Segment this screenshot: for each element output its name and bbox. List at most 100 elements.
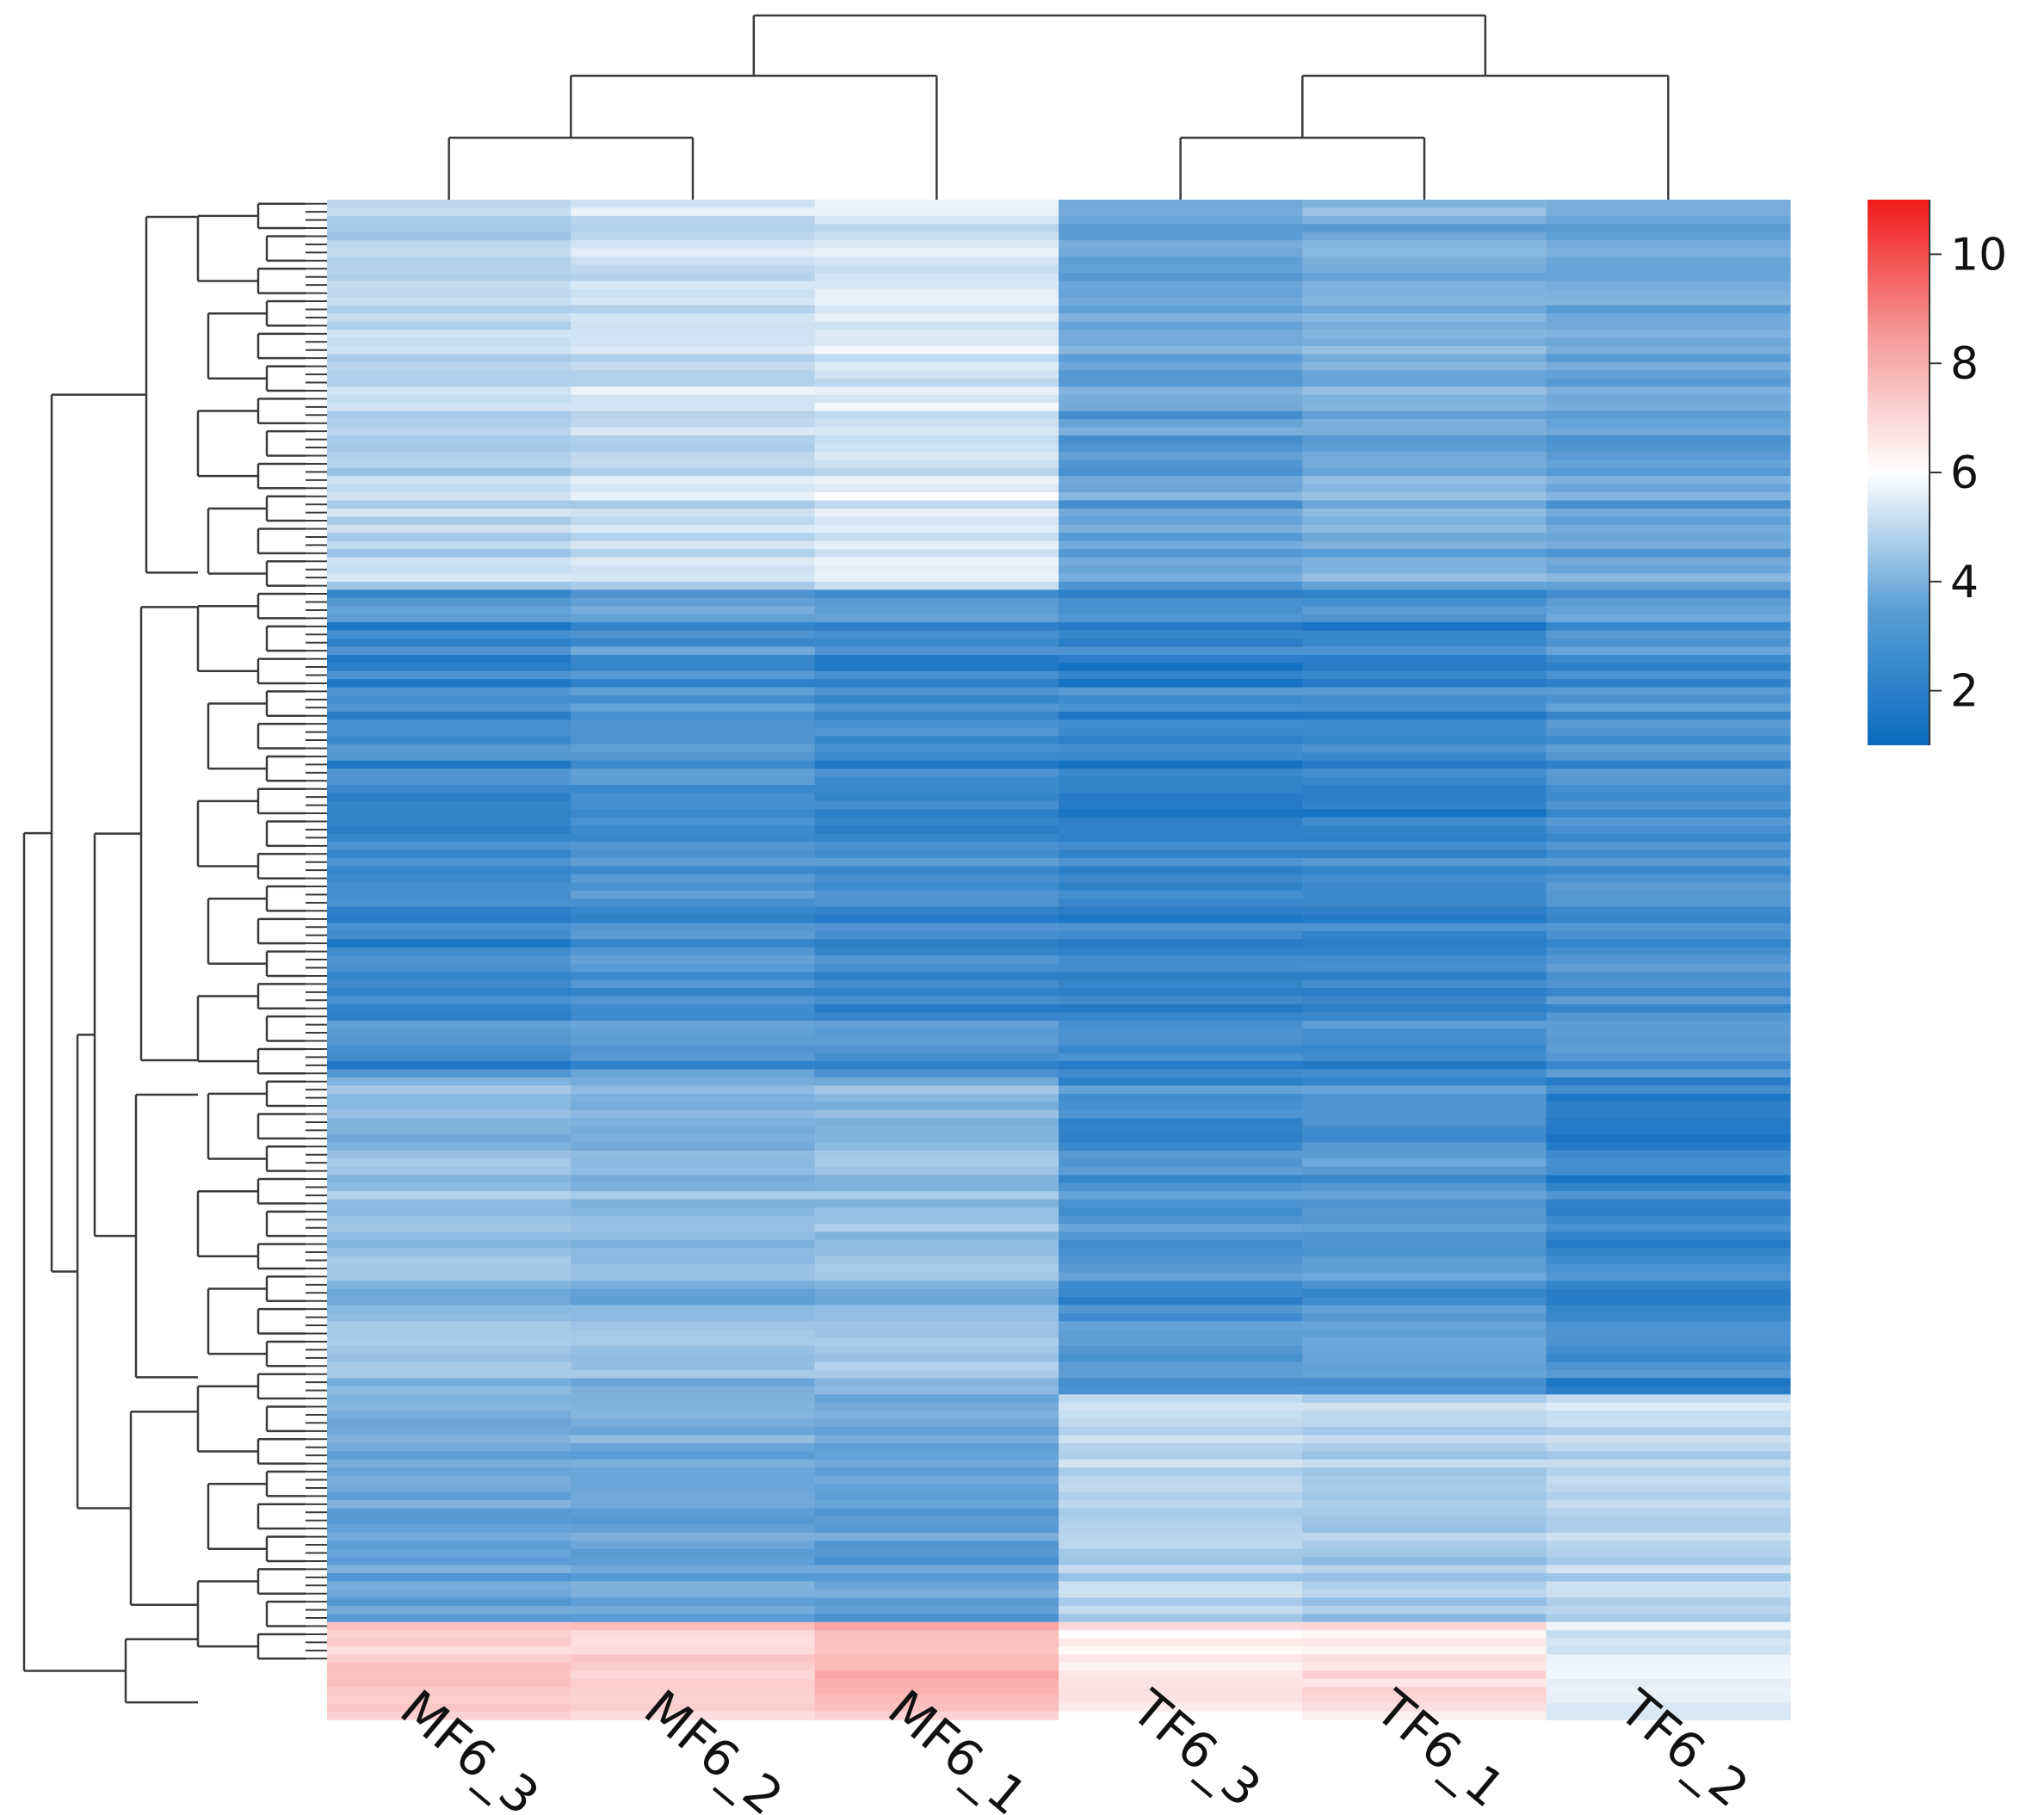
heatmap-cell (327, 972, 571, 981)
heatmap-cell (1546, 825, 1791, 835)
heatmap-cell (1546, 524, 1791, 534)
heatmap-cell (1546, 1459, 1791, 1468)
heatmap-cell (1302, 752, 1547, 762)
heatmap-cell (571, 712, 816, 721)
heatmap-cell (327, 769, 571, 778)
heatmap-cell (814, 1475, 1059, 1485)
heatmap-cell (571, 1232, 816, 1241)
heatmap-cell (814, 386, 1059, 396)
heatmap-cell (1546, 1354, 1791, 1363)
heatmap-cell (1059, 1663, 1303, 1672)
heatmap-cell (571, 297, 816, 306)
heatmap-cell (327, 1621, 571, 1631)
heatmap-cell (1302, 581, 1547, 590)
heatmap-cell (327, 460, 571, 469)
heatmap-cell (327, 1361, 571, 1371)
heatmap-cell (1302, 451, 1547, 460)
heatmap-cell (571, 1182, 816, 1192)
heatmap-cell (571, 842, 816, 851)
heatmap-cell (1302, 849, 1547, 859)
heatmap-cell (1302, 370, 1547, 380)
heatmap-cell (1302, 1703, 1547, 1713)
heatmap-cell (814, 1004, 1059, 1014)
heatmap-cell (814, 427, 1059, 436)
heatmap-cell (1059, 719, 1303, 729)
heatmap-cell (327, 1654, 571, 1664)
heatmap-cell (1302, 1281, 1547, 1290)
heatmap-cell (814, 1663, 1059, 1672)
heatmap-cell (814, 1182, 1059, 1192)
heatmap-cell (327, 1678, 571, 1688)
heatmap-cell (571, 1614, 816, 1623)
heatmap-cell (327, 1061, 571, 1071)
heatmap-cell (327, 793, 571, 802)
heatmap-cell (1059, 581, 1303, 590)
heatmap-cell (814, 1036, 1059, 1046)
heatmap-cell (1546, 1077, 1791, 1087)
heatmap-cell (1302, 240, 1547, 250)
heatmap-cell (814, 1264, 1059, 1274)
heatmap-cell (814, 703, 1059, 713)
heatmap-cell (1302, 492, 1547, 502)
heatmap-cell (1059, 736, 1303, 745)
heatmap-cell (1302, 1256, 1547, 1265)
heatmap-cell (1546, 297, 1791, 306)
heatmap-cell (571, 370, 816, 380)
heatmap-cell (814, 727, 1059, 737)
heatmap-cell (1546, 1597, 1791, 1607)
heatmap-cell (571, 882, 816, 892)
heatmap-cell (814, 1166, 1059, 1176)
heatmap-cell (1302, 460, 1547, 469)
heatmap-cell (1546, 1386, 1791, 1395)
heatmap-cell (1059, 866, 1303, 875)
heatmap-cell (571, 500, 816, 509)
heatmap-cell (1059, 1557, 1303, 1566)
heatmap-cell (814, 1703, 1059, 1713)
heatmap-cell (1546, 1061, 1791, 1071)
heatmap-cell (1546, 809, 1791, 818)
heatmap-cell (571, 1565, 816, 1574)
heatmap-cell (1302, 663, 1547, 672)
heatmap-cell (1302, 1166, 1547, 1176)
heatmap-cell (1302, 1305, 1547, 1314)
heatmap-cell (327, 963, 571, 972)
heatmap-cell (1546, 427, 1791, 436)
heatmap-cell (1302, 1288, 1547, 1298)
heatmap-cell (327, 1077, 571, 1087)
heatmap-cell (327, 979, 571, 989)
heatmap-cell (814, 1239, 1059, 1249)
heatmap-cell (571, 1329, 816, 1338)
heatmap-cell (571, 264, 816, 274)
heatmap-cell (327, 1224, 571, 1233)
heatmap-cell (571, 1199, 816, 1208)
heatmap-cell (814, 1614, 1059, 1623)
heatmap-cell (1302, 1670, 1547, 1680)
heatmap-cell (571, 590, 816, 599)
heatmap-cell (327, 1402, 571, 1411)
heatmap-cell (1059, 670, 1303, 680)
heatmap-cell (1302, 411, 1547, 420)
heatmap-cell (814, 281, 1059, 290)
heatmap-cell (571, 1695, 816, 1704)
heatmap-cell (1546, 581, 1791, 590)
heatmap-cell (1546, 752, 1791, 762)
heatmap-cell (1546, 1224, 1791, 1233)
heatmap-cell (1302, 1158, 1547, 1168)
heatmap-cell (814, 947, 1059, 956)
heatmap-cell (1059, 825, 1303, 835)
heatmap-cell (327, 1239, 571, 1249)
heatmap-cell (327, 524, 571, 534)
heatmap-cell (1059, 1386, 1303, 1395)
heatmap-cell (814, 1557, 1059, 1566)
heatmap-cell (814, 1272, 1059, 1281)
heatmap-cell (1302, 939, 1547, 948)
heatmap-cell (814, 833, 1059, 843)
heatmap-cell (571, 1102, 816, 1111)
heatmap-cell (1546, 1678, 1791, 1688)
heatmap-cell (571, 1678, 816, 1688)
heatmap-cell (1059, 646, 1303, 656)
heatmap-cell (814, 760, 1059, 769)
heatmap-cell (1059, 858, 1303, 867)
heatmap-cell (327, 1500, 571, 1509)
heatmap-cell (571, 1215, 816, 1225)
